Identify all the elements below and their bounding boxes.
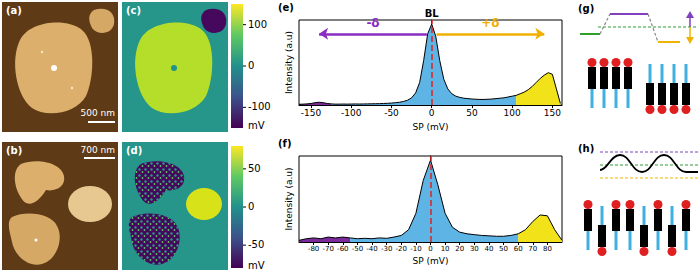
svg-text:0: 0 xyxy=(248,201,254,212)
svg-text:100: 100 xyxy=(248,19,267,30)
svg-text:-80: -80 xyxy=(308,245,319,253)
svg-text:60: 60 xyxy=(514,245,523,253)
svg-text:40: 40 xyxy=(484,245,493,253)
svg-text:-50: -50 xyxy=(384,108,399,118)
svg-text:10: 10 xyxy=(441,245,450,253)
svg-text:-40: -40 xyxy=(366,245,377,253)
svg-text:-70: -70 xyxy=(323,245,334,253)
svg-text:-50: -50 xyxy=(352,245,363,253)
svg-text:(e): (e) xyxy=(278,2,294,13)
svg-text:20: 20 xyxy=(455,245,464,253)
svg-text:SP (mV): SP (mV) xyxy=(413,122,449,132)
svg-text:0: 0 xyxy=(248,60,254,71)
svg-text:-100: -100 xyxy=(248,101,271,112)
svg-text:-10: -10 xyxy=(410,245,421,253)
svg-text:0: 0 xyxy=(429,108,435,118)
svg-text:100: 100 xyxy=(504,108,521,118)
svg-text:SP (mV): SP (mV) xyxy=(413,256,449,266)
svg-text:50: 50 xyxy=(499,245,508,253)
svg-text:-150: -150 xyxy=(301,108,322,118)
svg-text:80: 80 xyxy=(543,245,552,253)
svg-text:-30: -30 xyxy=(381,245,392,253)
svg-text:50: 50 xyxy=(248,163,261,174)
svg-text:(d): (d) xyxy=(126,145,142,156)
svg-text:70: 70 xyxy=(528,245,537,253)
svg-text:(f): (f) xyxy=(278,138,292,149)
svg-text:30: 30 xyxy=(470,245,479,253)
svg-text:+δ: +δ xyxy=(481,16,499,30)
svg-text:-100: -100 xyxy=(341,108,362,118)
svg-text:500 nm: 500 nm xyxy=(80,108,115,118)
svg-text:150: 150 xyxy=(544,108,561,118)
svg-text:mV: mV xyxy=(248,120,265,131)
svg-text:(g): (g) xyxy=(578,3,594,14)
svg-text:(h): (h) xyxy=(578,143,594,154)
svg-text:50: 50 xyxy=(466,108,478,118)
svg-text:Intensity (a.u): Intensity (a.u) xyxy=(284,167,294,230)
svg-text:(b): (b) xyxy=(6,145,22,156)
svg-text:-60: -60 xyxy=(337,245,348,253)
svg-text:0: 0 xyxy=(428,245,432,253)
svg-text:(c): (c) xyxy=(126,5,141,16)
svg-text:BL: BL xyxy=(425,8,440,19)
svg-text:-δ: -δ xyxy=(366,16,379,30)
svg-text:mV: mV xyxy=(248,260,265,271)
svg-text:-20: -20 xyxy=(396,245,407,253)
svg-text:700 nm: 700 nm xyxy=(80,145,115,155)
svg-text:Intensity (a.u): Intensity (a.u) xyxy=(284,31,294,94)
svg-text:(a): (a) xyxy=(6,5,22,16)
svg-text:-50: -50 xyxy=(248,239,264,250)
